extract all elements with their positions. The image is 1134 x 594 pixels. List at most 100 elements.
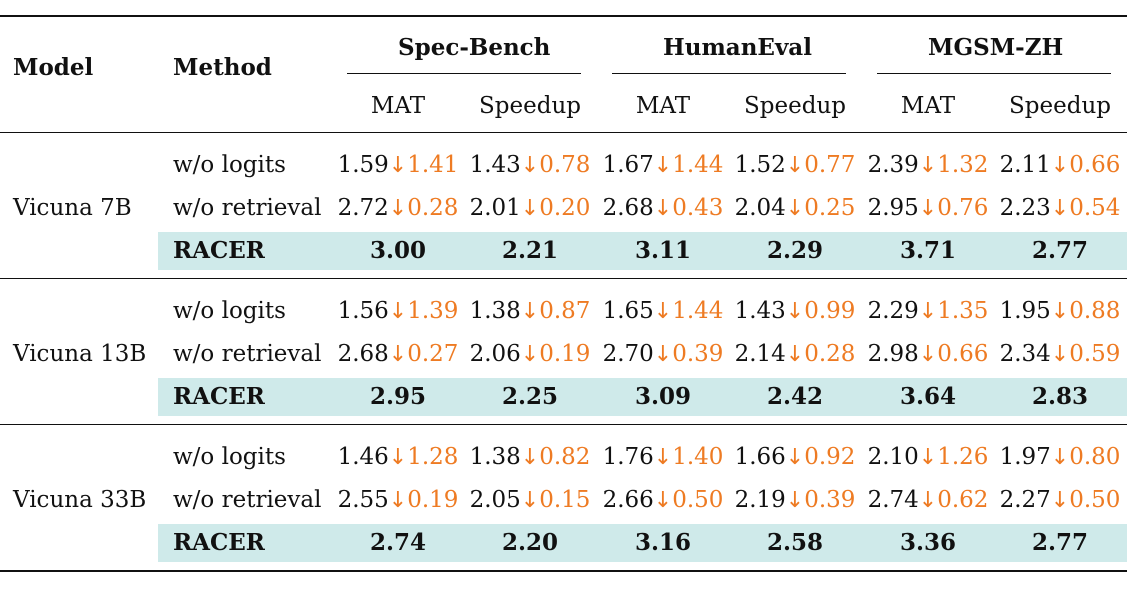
drop-value: 0.43 bbox=[672, 195, 724, 221]
cell-value: 2.77 bbox=[1031, 529, 1089, 556]
down-arrow-icon: ↓ bbox=[918, 445, 938, 470]
header-sub-speedup: Speedup bbox=[744, 93, 846, 119]
header-sub-mat: MAT bbox=[900, 93, 956, 119]
table-cell: 2.11↓0.66 bbox=[994, 150, 1126, 181]
table-cell: 2.58 bbox=[729, 528, 861, 558]
cell-value: 2.11 bbox=[999, 152, 1051, 178]
down-arrow-icon: ↓ bbox=[388, 445, 408, 470]
drop-value: 0.39 bbox=[672, 341, 724, 367]
down-arrow-icon: ↓ bbox=[388, 299, 408, 324]
table-cell: 1.97↓0.80 bbox=[994, 442, 1126, 473]
drop-value: 0.62 bbox=[937, 487, 989, 513]
down-arrow-icon: ↓ bbox=[653, 299, 673, 324]
cell-value: 2.95 bbox=[369, 383, 427, 410]
drop-value: 0.27 bbox=[407, 341, 459, 367]
cell-value: 1.43 bbox=[469, 152, 521, 178]
drop-value: 0.76 bbox=[937, 195, 989, 221]
cell-value: 2.19 bbox=[734, 487, 786, 513]
table-cell: 3.36 bbox=[862, 528, 994, 558]
table-cell: 2.34↓0.59 bbox=[994, 339, 1126, 370]
down-arrow-icon: ↓ bbox=[653, 153, 673, 178]
table-cell: 1.56↓1.39 bbox=[332, 296, 464, 327]
table-cell: 2.74↓0.62 bbox=[862, 485, 994, 516]
down-arrow-icon: ↓ bbox=[520, 342, 540, 367]
cell-value: 1.95 bbox=[999, 298, 1051, 324]
table-cell: 2.01↓0.20 bbox=[464, 193, 596, 224]
table-cell: 1.52↓0.77 bbox=[729, 150, 861, 181]
model-name: Vicuna 13B bbox=[13, 341, 147, 367]
drop-value: 1.41 bbox=[407, 152, 459, 178]
cell-value: 2.29 bbox=[867, 298, 919, 324]
down-arrow-icon: ↓ bbox=[785, 153, 805, 178]
cell-value: 2.70 bbox=[602, 341, 654, 367]
header-sub-speedup: Speedup bbox=[479, 93, 581, 119]
cell-value: 3.71 bbox=[899, 237, 957, 264]
table-cell: 2.10↓1.26 bbox=[862, 442, 994, 473]
header-model: Model bbox=[13, 54, 94, 81]
racer-row-highlight bbox=[158, 378, 1127, 416]
drop-value: 0.50 bbox=[1069, 487, 1121, 513]
drop-value: 1.44 bbox=[672, 298, 724, 324]
table-cell: 1.66↓0.92 bbox=[729, 442, 861, 473]
cell-value: 2.39 bbox=[867, 152, 919, 178]
drop-value: 1.39 bbox=[407, 298, 459, 324]
table-cell: 1.46↓1.28 bbox=[332, 442, 464, 473]
cell-value: 2.68 bbox=[337, 341, 389, 367]
drop-value: 0.78 bbox=[539, 152, 591, 178]
table-cell: 1.76↓1.40 bbox=[597, 442, 729, 473]
table-cell: 2.66↓0.50 bbox=[597, 485, 729, 516]
cell-value: 2.98 bbox=[867, 341, 919, 367]
down-arrow-icon: ↓ bbox=[1050, 342, 1070, 367]
drop-value: 0.88 bbox=[1069, 298, 1121, 324]
cell-value: 2.66 bbox=[602, 487, 654, 513]
drop-value: 1.32 bbox=[937, 152, 989, 178]
model-name: Vicuna 7B bbox=[13, 195, 132, 221]
header-group-mgsm-zh: MGSM-ZH bbox=[928, 34, 1064, 61]
table-cell: 1.38↓0.82 bbox=[464, 442, 596, 473]
down-arrow-icon: ↓ bbox=[918, 153, 938, 178]
method-label: w/o retrieval bbox=[173, 487, 322, 513]
bottom-rule bbox=[0, 570, 1127, 572]
down-arrow-icon: ↓ bbox=[653, 342, 673, 367]
table-cell: 2.68↓0.27 bbox=[332, 339, 464, 370]
cell-value: 2.34 bbox=[999, 341, 1051, 367]
group-rule-spec-bench bbox=[347, 73, 581, 74]
drop-value: 0.19 bbox=[407, 487, 459, 513]
down-arrow-icon: ↓ bbox=[388, 196, 408, 221]
table-cell: 2.98↓0.66 bbox=[862, 339, 994, 370]
header-rule bbox=[0, 132, 1127, 133]
down-arrow-icon: ↓ bbox=[388, 342, 408, 367]
drop-value: 0.80 bbox=[1069, 444, 1121, 470]
racer-row-highlight bbox=[158, 232, 1127, 270]
cell-value: 1.38 bbox=[469, 444, 521, 470]
drop-value: 0.25 bbox=[804, 195, 856, 221]
down-arrow-icon: ↓ bbox=[653, 488, 673, 513]
cell-value: 2.95 bbox=[867, 195, 919, 221]
down-arrow-icon: ↓ bbox=[520, 488, 540, 513]
down-arrow-icon: ↓ bbox=[785, 196, 805, 221]
drop-value: 1.40 bbox=[672, 444, 724, 470]
table-cell: 3.16 bbox=[597, 528, 729, 558]
down-arrow-icon: ↓ bbox=[520, 299, 540, 324]
group-rule-mgsm-zh bbox=[877, 73, 1111, 74]
table-cell: 2.74 bbox=[332, 528, 464, 558]
racer-row-highlight bbox=[158, 524, 1127, 562]
cell-value: 1.97 bbox=[999, 444, 1051, 470]
cell-value: 3.36 bbox=[899, 529, 957, 556]
cell-value: 3.09 bbox=[634, 383, 692, 410]
cell-value: 1.67 bbox=[602, 152, 654, 178]
down-arrow-icon: ↓ bbox=[1050, 299, 1070, 324]
cell-value: 1.52 bbox=[734, 152, 786, 178]
drop-value: 0.50 bbox=[672, 487, 724, 513]
down-arrow-icon: ↓ bbox=[918, 488, 938, 513]
down-arrow-icon: ↓ bbox=[388, 488, 408, 513]
table-cell: 2.21 bbox=[464, 236, 596, 266]
table-cell: 2.27↓0.50 bbox=[994, 485, 1126, 516]
cell-value: 1.65 bbox=[602, 298, 654, 324]
down-arrow-icon: ↓ bbox=[785, 299, 805, 324]
down-arrow-icon: ↓ bbox=[520, 153, 540, 178]
drop-value: 0.28 bbox=[407, 195, 459, 221]
table-cell: 1.59↓1.41 bbox=[332, 150, 464, 181]
cell-value: 2.05 bbox=[469, 487, 521, 513]
cell-value: 2.06 bbox=[469, 341, 521, 367]
